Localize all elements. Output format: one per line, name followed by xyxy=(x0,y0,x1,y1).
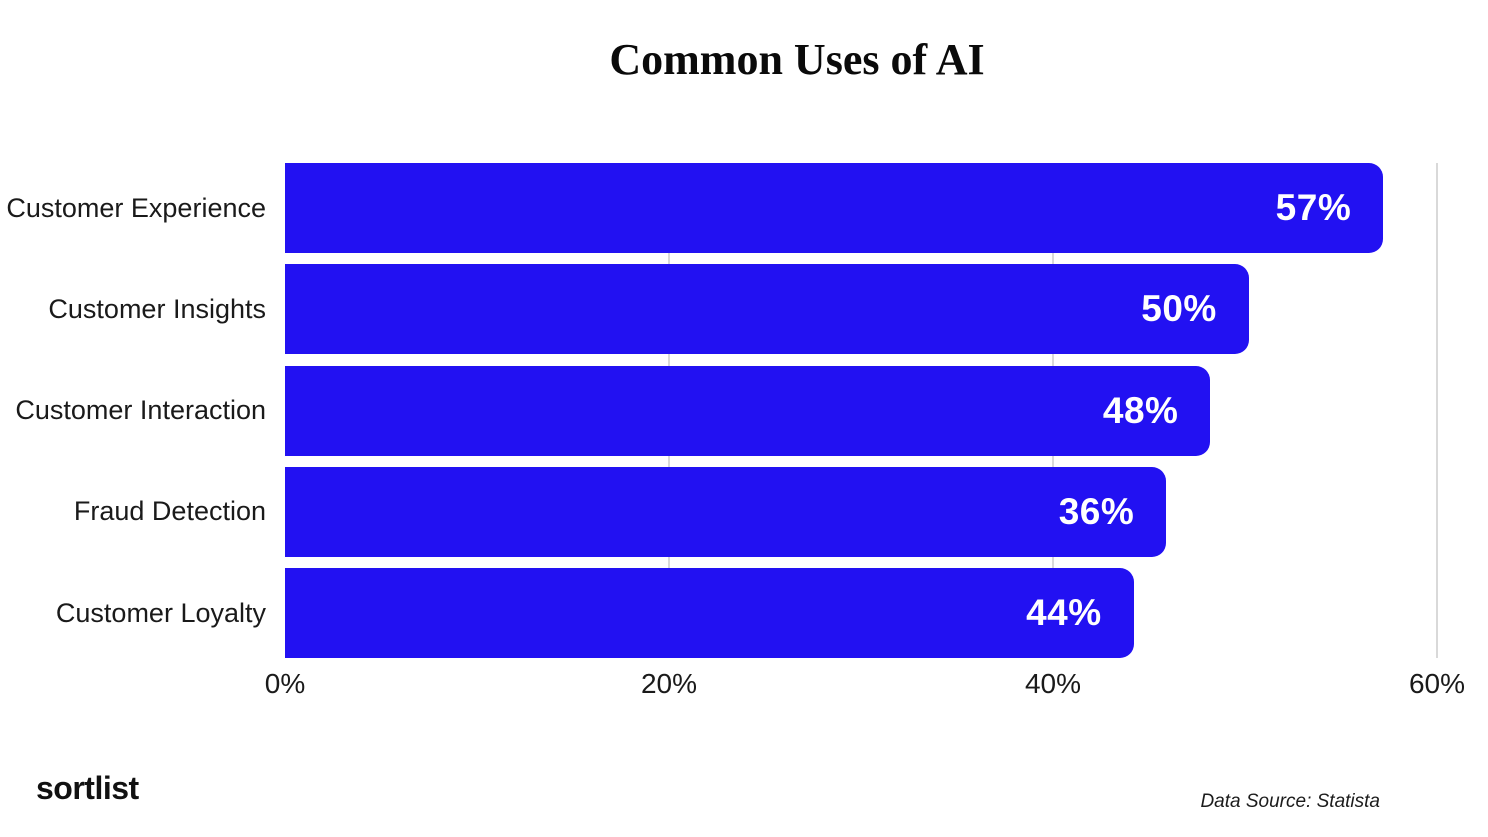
x-axis: 0% 20% 40% 60% xyxy=(265,668,1465,710)
x-tick-60pct: 60% xyxy=(1408,668,1466,699)
x-tick-20pct: 20% xyxy=(640,668,698,699)
category-label-fraud-detection: Fraud Detection xyxy=(73,496,266,527)
gridline-60pct xyxy=(1436,163,1438,658)
x-tick-0pct: 0% xyxy=(264,668,306,699)
bar-chart-plot-area: 57% 50% 48% 36% 44% xyxy=(285,163,1438,658)
bar-fraud-detection: 36% xyxy=(285,466,1167,557)
bar-customer-experience: 57% xyxy=(285,163,1384,253)
category-label-customer-interaction: Customer Interaction xyxy=(15,395,266,425)
bar-value-label: 36% xyxy=(1058,490,1135,532)
category-label-customer-experience: Customer Experience xyxy=(6,192,266,223)
x-tick-40pct: 40% xyxy=(1024,668,1082,699)
category-label-customer-insights: Customer Insights xyxy=(48,293,266,324)
bar-customer-interaction: 48% xyxy=(285,365,1211,456)
bar-value-label: 57% xyxy=(1275,187,1352,228)
bar-customer-loyalty: 44% xyxy=(285,568,1134,658)
data-source-note: Data Source: Statista xyxy=(1200,791,1380,812)
bar-value-label: 44% xyxy=(1026,592,1102,633)
bar-value-label: 50% xyxy=(1141,288,1217,330)
bar-customer-insights: 50% xyxy=(285,264,1249,355)
bar-value-label: 48% xyxy=(1102,389,1179,431)
category-label-customer-loyalty: Customer Loyalty xyxy=(55,597,266,628)
chart-title: Common Uses of AI xyxy=(609,35,985,84)
category-axis: Customer Experience Customer Insights Cu… xyxy=(0,163,266,658)
sortlist-logo: sortlist xyxy=(36,770,139,806)
